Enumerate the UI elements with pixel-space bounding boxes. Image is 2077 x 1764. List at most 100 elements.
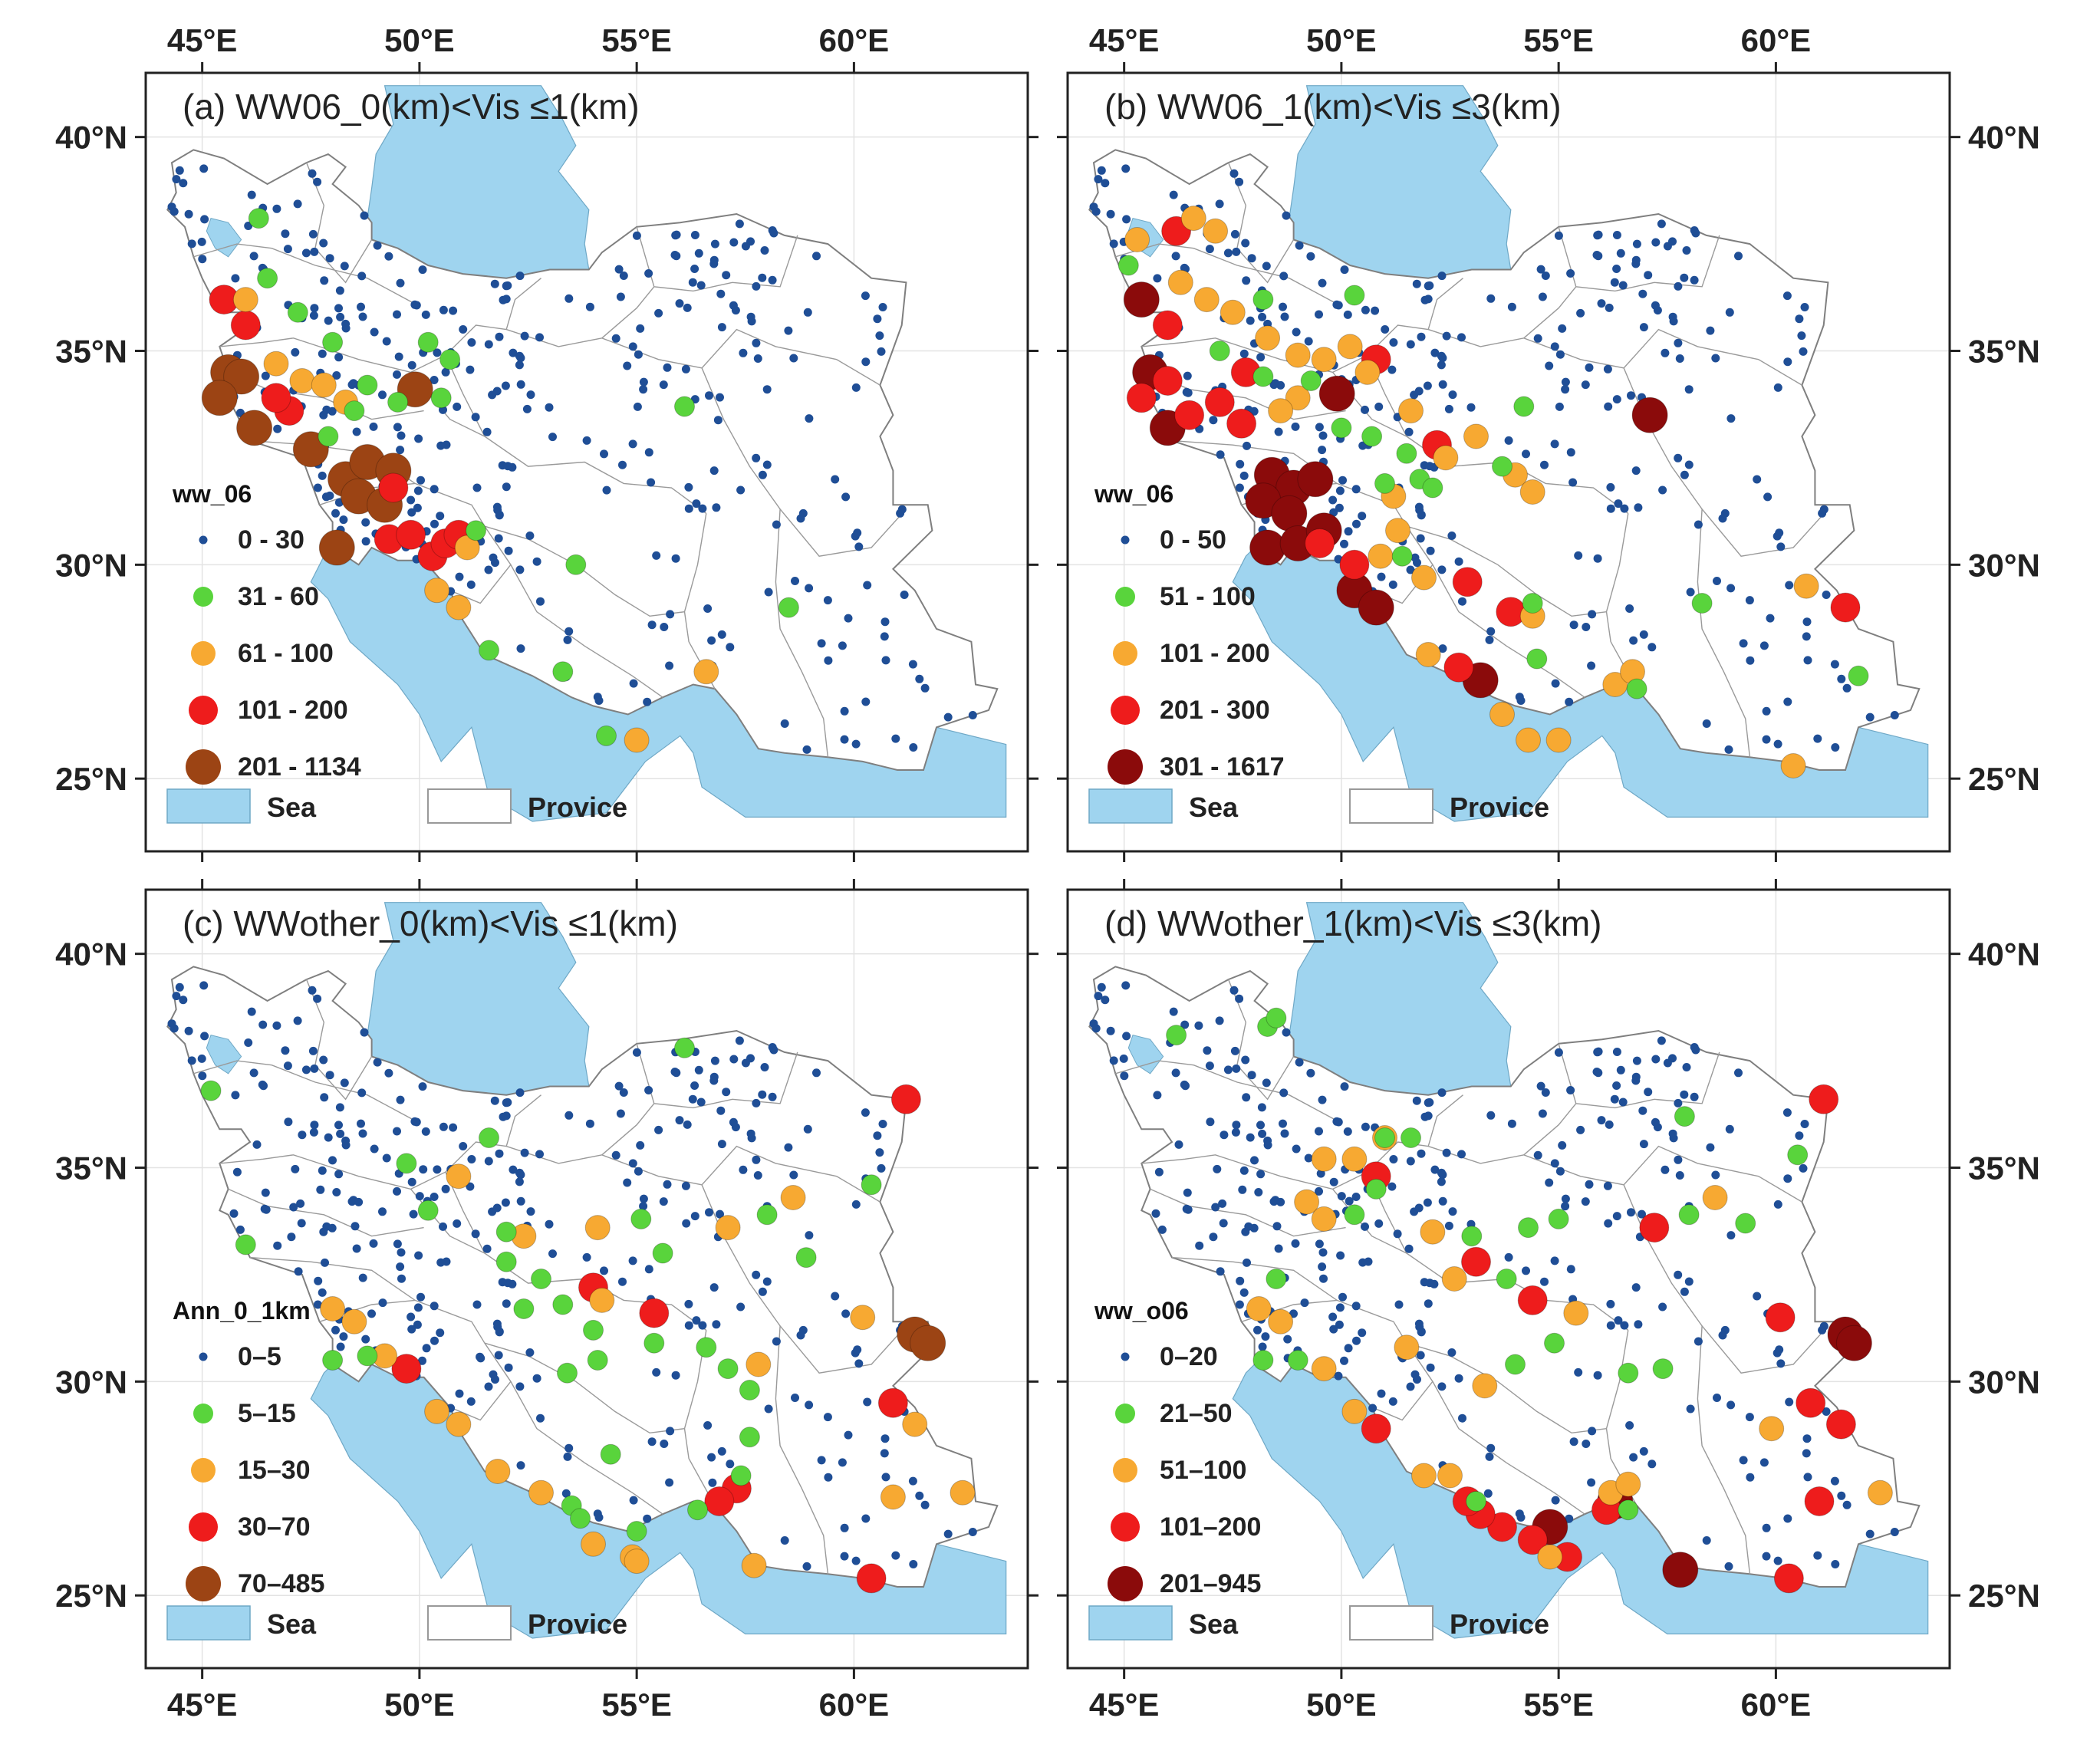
station-marker xyxy=(920,1500,930,1509)
station-marker-class-3 xyxy=(424,578,450,604)
legend-label-class-3: 101 - 200 xyxy=(1160,639,1270,668)
station-marker-class-2 xyxy=(739,1380,760,1400)
station-marker xyxy=(863,1397,872,1407)
station-marker-class-4 xyxy=(1639,1213,1670,1243)
lon-tick-label-top: 50°E xyxy=(1306,22,1377,58)
station-marker-class-2 xyxy=(1374,472,1395,494)
station-marker-class-3 xyxy=(1516,727,1541,753)
station-marker xyxy=(430,376,439,384)
legend-province-swatch xyxy=(1349,788,1433,824)
station-marker xyxy=(1588,1427,1597,1436)
station-marker xyxy=(414,434,423,443)
station-marker xyxy=(294,1267,303,1276)
station-marker xyxy=(1634,503,1643,512)
station-marker-class-2 xyxy=(1422,477,1443,499)
station-marker xyxy=(1561,385,1570,394)
station-marker xyxy=(1351,485,1361,494)
station-marker xyxy=(1773,383,1782,392)
station-marker xyxy=(1555,350,1565,359)
station-marker xyxy=(1684,460,1694,469)
station-marker-class-2 xyxy=(1209,341,1230,361)
station-marker xyxy=(331,1325,340,1335)
station-marker-class-3 xyxy=(581,1531,606,1557)
station-marker xyxy=(499,1112,508,1121)
station-marker xyxy=(880,1449,889,1458)
station-marker xyxy=(772,1337,781,1346)
station-marker xyxy=(666,1427,675,1436)
station-marker xyxy=(1718,514,1727,523)
station-marker-class-3 xyxy=(289,368,315,393)
station-marker xyxy=(495,332,504,341)
station-marker xyxy=(357,272,367,281)
station-marker xyxy=(594,1513,604,1522)
station-marker xyxy=(764,587,773,597)
station-marker xyxy=(1426,546,1435,555)
station-marker-class-2 xyxy=(439,349,461,370)
station-marker-class-3 xyxy=(1180,206,1206,232)
lat-tick-label-right: 40°N xyxy=(1968,936,2040,973)
station-marker xyxy=(1239,1288,1249,1297)
station-marker xyxy=(789,354,798,363)
station-marker xyxy=(515,360,524,370)
station-marker xyxy=(397,1248,406,1257)
station-marker-class-2 xyxy=(322,331,344,353)
lat-tick-label-left: 25°N xyxy=(55,761,127,797)
station-marker xyxy=(698,504,707,513)
station-marker xyxy=(1566,1086,1575,1094)
station-marker xyxy=(1726,1400,1736,1410)
station-marker xyxy=(1232,1121,1241,1130)
station-marker xyxy=(1229,986,1239,995)
station-marker xyxy=(1109,1056,1118,1065)
station-marker xyxy=(433,348,442,357)
station-marker xyxy=(739,348,748,357)
station-marker xyxy=(287,1232,296,1242)
station-marker-class-4 xyxy=(1174,400,1205,430)
station-marker xyxy=(1335,1303,1345,1312)
station-marker xyxy=(729,1055,739,1064)
station-marker xyxy=(710,1056,719,1065)
station-marker xyxy=(1444,404,1453,413)
station-marker xyxy=(1235,1300,1244,1309)
station-marker xyxy=(1734,252,1743,261)
station-marker xyxy=(1458,1414,1466,1423)
station-marker xyxy=(1361,1122,1370,1131)
station-marker xyxy=(703,1421,713,1430)
station-marker xyxy=(335,286,344,295)
station-marker xyxy=(654,1125,663,1134)
station-marker xyxy=(722,1088,731,1097)
station-marker xyxy=(298,1130,307,1140)
station-marker xyxy=(308,1046,318,1055)
station-marker-class-5 xyxy=(1249,529,1286,566)
station-marker xyxy=(430,1302,439,1311)
station-marker xyxy=(805,584,814,593)
station-marker xyxy=(504,1363,513,1372)
legend-sea-label: Sea xyxy=(267,791,317,823)
station-marker xyxy=(515,1168,524,1177)
station-marker-class-2 xyxy=(495,1251,517,1272)
station-marker xyxy=(1550,439,1559,449)
station-marker xyxy=(1430,1279,1439,1288)
station-marker xyxy=(752,338,761,347)
station-marker xyxy=(639,385,648,394)
station-marker-class-2 xyxy=(1252,289,1274,311)
province-border xyxy=(505,1094,541,1147)
station-marker xyxy=(1257,1103,1266,1112)
station-marker xyxy=(844,1430,853,1440)
station-marker xyxy=(231,1091,240,1100)
station-marker xyxy=(1091,1024,1101,1033)
station-marker xyxy=(382,1154,391,1163)
station-marker xyxy=(1603,1181,1612,1190)
station-marker xyxy=(1430,1165,1440,1174)
station-marker-class-2 xyxy=(1252,1350,1274,1371)
station-marker xyxy=(396,278,405,288)
station-marker xyxy=(1153,274,1162,283)
station-marker-class-2 xyxy=(1652,1358,1674,1380)
station-marker xyxy=(639,377,648,387)
station-marker xyxy=(1694,1337,1703,1346)
station-marker xyxy=(762,385,772,394)
station-marker xyxy=(716,289,726,298)
station-marker xyxy=(1597,1116,1606,1125)
station-marker-class-3 xyxy=(1420,1219,1446,1245)
station-marker xyxy=(681,364,690,374)
station-marker xyxy=(1504,436,1513,445)
